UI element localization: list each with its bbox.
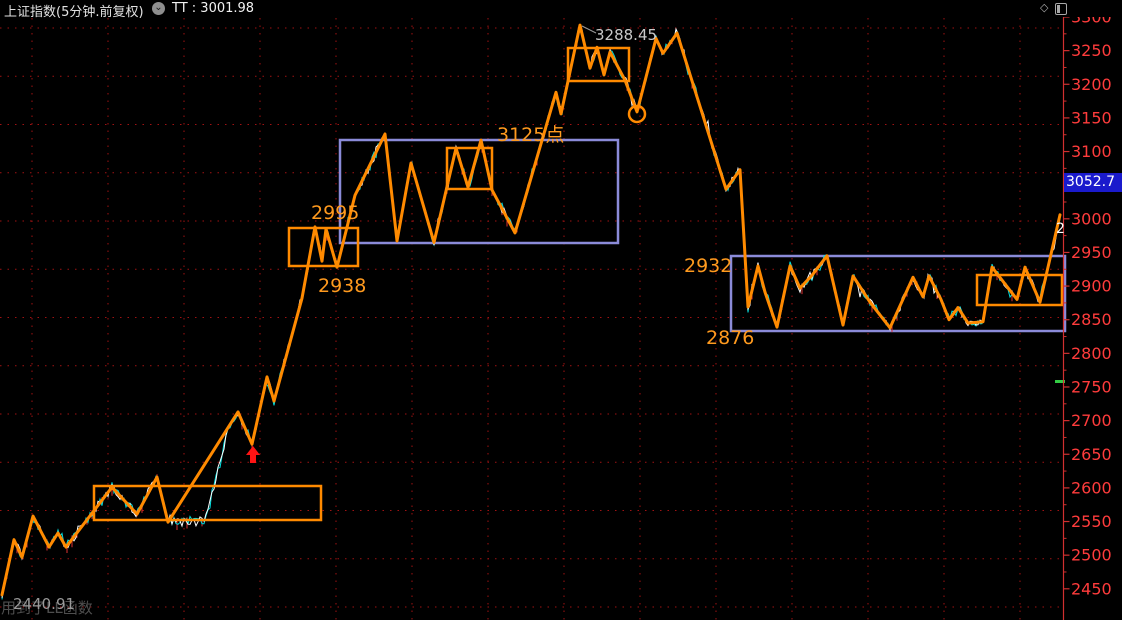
axis-tick-label: 2700: [1071, 411, 1112, 430]
axis-tick-label: 2850: [1071, 310, 1112, 329]
blue-annotation-box: [729, 254, 1067, 333]
price-line-cyan: [1, 25, 1061, 600]
panel-layout-icon[interactable]: [1055, 3, 1067, 15]
chevron-down-circle-icon[interactable]: ⌄: [152, 2, 165, 15]
level-2938-label: 2938: [318, 275, 367, 297]
low-price-label: 2440.91: [13, 595, 76, 613]
price-line-white: [1, 25, 1061, 598]
orange-annotation-box: [975, 273, 1064, 307]
green-tick-marker: [1055, 380, 1065, 383]
circle-marker: [627, 104, 647, 124]
level-3125-label: 3125点: [497, 124, 565, 146]
axis-tick-label: 2450: [1071, 579, 1112, 598]
axis-tick-label: 3250: [1071, 41, 1112, 60]
axis-tick-label: 3000: [1071, 209, 1112, 228]
axis-tick-label: 2750: [1071, 377, 1112, 396]
orange-annotation-box: [566, 46, 631, 83]
axis-tick-label: 2950: [1071, 243, 1112, 262]
orange-annotation-box: [287, 226, 360, 268]
axis-tick-label: 3200: [1071, 75, 1112, 94]
axis-tick-label: 2550: [1071, 512, 1112, 531]
axis-tick-label: 3100: [1071, 142, 1112, 161]
axis-tick-label: 2900: [1071, 277, 1112, 296]
level-2876-label: 2876: [706, 327, 755, 349]
red-arrow-marker: [246, 446, 260, 463]
diamond-icon[interactable]: ◇: [1040, 1, 1049, 14]
blue-annotation-box: [338, 138, 620, 245]
chart-title: 上证指数(5分钟.前复权): [4, 5, 144, 20]
orange-annotation-box: [92, 484, 323, 522]
indicator-value: TT : 3001.98: [172, 1, 255, 16]
panel-bar: [1057, 5, 1060, 13]
level-2932-label: 2932: [684, 255, 733, 277]
axis-tick-label: 2800: [1071, 344, 1112, 363]
peak-price-label: 3288.45: [595, 26, 658, 44]
orange-annotation-box: [445, 146, 494, 191]
level-2995-label: 2995: [311, 202, 360, 224]
axis-tick-label: 3150: [1071, 108, 1112, 127]
watermark-text: 用到了LL函数: [1, 599, 93, 617]
axis-tick-label: 2600: [1071, 478, 1112, 497]
zigzag-overlay-line: [0, 23, 1062, 597]
axis-tick-label: 2650: [1071, 445, 1112, 464]
axis-tick-label: 2500: [1071, 546, 1112, 565]
clipped-label: 2: [1056, 221, 1065, 237]
current-price-badge: 3052.7: [1064, 173, 1122, 192]
peak-leader-line: [581, 25, 597, 34]
title-bar: 上证指数(5分钟.前复权) ⌄ TT : 3001.98 ◇: [0, 0, 1122, 20]
